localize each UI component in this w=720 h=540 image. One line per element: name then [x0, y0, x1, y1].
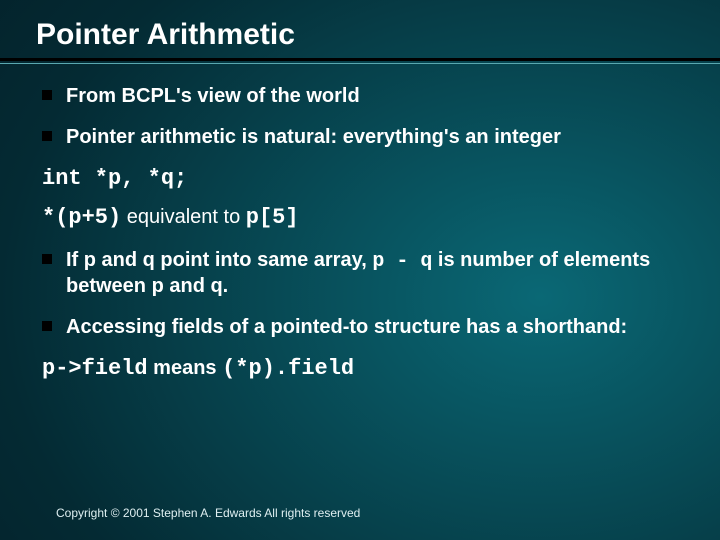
equivalence-line: *(p+5) equivalent to p[5]	[36, 205, 684, 230]
bullet-marker-icon	[42, 321, 52, 331]
copyright-footer: Copyright © 2001 Stephen A. Edwards All …	[56, 506, 360, 520]
slide: Pointer Arithmetic From BCPL's view of t…	[0, 0, 720, 540]
code-lhs: *(p+5)	[42, 205, 121, 230]
bullet-text: Pointer arithmetic is natural: everythin…	[66, 125, 561, 150]
bullet-item: Accessing fields of a pointed-to structu…	[36, 315, 684, 340]
bullet-text: Accessing fields of a pointed-to structu…	[66, 315, 627, 340]
bullet-item: From BCPL's view of the world	[36, 84, 684, 109]
code-rhs: (*p).field	[222, 356, 354, 381]
equiv-mid: equivalent to	[121, 206, 246, 228]
code-rhs: p[5]	[246, 205, 299, 230]
title-rule-inner	[0, 63, 720, 64]
title-rule-outer	[0, 58, 720, 61]
bullet-marker-icon	[42, 254, 52, 264]
bullet-item: Pointer arithmetic is natural: everythin…	[36, 125, 684, 150]
code-inline: p - q	[372, 250, 432, 273]
means-line: p->field means (*p).field	[36, 356, 684, 381]
code-lhs: p->field	[42, 356, 148, 381]
bullet-pre: If p and q point into same array,	[66, 249, 372, 271]
bullet-marker-icon	[42, 131, 52, 141]
means-mid: means	[148, 357, 222, 379]
bullet-text: If p and q point into same array, p - q …	[66, 248, 684, 299]
bullet-item: If p and q point into same array, p - q …	[36, 248, 684, 299]
bullet-marker-icon	[42, 90, 52, 100]
slide-title: Pointer Arithmetic	[36, 18, 684, 52]
code-declaration: int *p, *q;	[36, 166, 684, 191]
bullet-text: From BCPL's view of the world	[66, 84, 360, 109]
